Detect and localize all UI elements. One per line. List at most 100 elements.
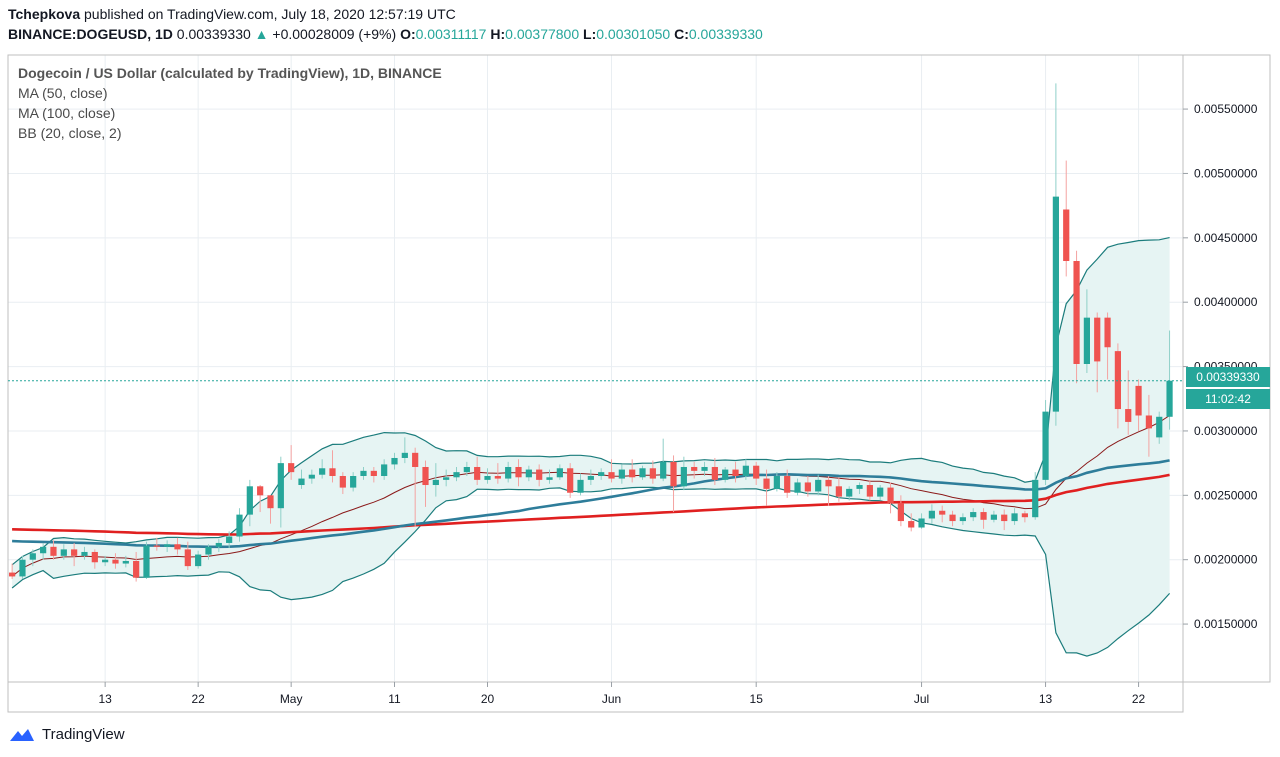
candle-body xyxy=(515,466,522,478)
x-tick-label: Jun xyxy=(602,692,621,706)
candle-body xyxy=(298,478,305,486)
candlesticks xyxy=(9,83,1173,582)
candle-body xyxy=(401,452,408,458)
moving-averages xyxy=(12,459,1170,549)
chart-legend: Dogecoin / US Dollar (calculated by Trad… xyxy=(18,63,442,143)
publish-info: Tchepkova published on TradingView.com, … xyxy=(8,6,456,22)
candle-body xyxy=(205,546,212,555)
candle-body xyxy=(1032,479,1039,518)
candle-body xyxy=(546,477,553,480)
legend-ma100[interactable]: MA (100, close) xyxy=(18,105,116,121)
candle-body xyxy=(505,466,512,479)
candle-body xyxy=(639,468,646,478)
candle-body xyxy=(60,549,67,556)
candle-body xyxy=(649,468,656,479)
symbol-label: BINANCE:DOGEUSD, 1D xyxy=(8,26,173,42)
tradingview-logo-icon xyxy=(10,728,34,741)
legend-bb[interactable]: BB (20, close, 2) xyxy=(18,125,122,141)
candle-body xyxy=(453,472,460,478)
candle-body xyxy=(174,544,181,550)
candle-body xyxy=(908,521,915,528)
ma100-line xyxy=(12,473,1170,536)
candle-body xyxy=(329,468,336,477)
close-label: C: xyxy=(674,26,689,42)
price-axis-frame xyxy=(1182,54,1271,683)
candle-body xyxy=(1083,317,1090,364)
candle-body xyxy=(412,452,419,467)
footer-brand[interactable]: TradingView xyxy=(8,726,125,743)
candle-body xyxy=(112,559,119,564)
x-tick-label: 22 xyxy=(191,692,205,706)
up-arrow-icon: ▲ xyxy=(254,26,269,42)
chart-grid xyxy=(8,55,1183,682)
y-tick-label: 0.00300000 xyxy=(1194,424,1258,438)
candle-body xyxy=(277,463,284,509)
candle-body xyxy=(226,536,233,543)
candle-body xyxy=(670,461,677,487)
candle-body xyxy=(339,476,346,488)
candle-body xyxy=(463,466,470,473)
candle-body xyxy=(422,466,429,486)
candle-body xyxy=(1021,513,1028,518)
candle-body xyxy=(1104,317,1111,348)
candle-body xyxy=(949,514,956,522)
candle-body xyxy=(918,518,925,528)
candle-body xyxy=(722,469,729,480)
high-label: H: xyxy=(490,26,506,42)
candle-body xyxy=(1052,196,1059,412)
bb-upper-line xyxy=(11,237,1170,566)
candle-body xyxy=(1073,260,1080,364)
candle-body xyxy=(980,512,987,520)
candle-body xyxy=(525,469,532,478)
candle-body xyxy=(897,503,904,522)
candle-body xyxy=(1042,411,1049,480)
candle-body xyxy=(288,463,295,473)
candle-body xyxy=(308,474,315,479)
candle-body xyxy=(794,482,801,493)
candle-body xyxy=(350,476,357,488)
candle-body xyxy=(660,461,667,479)
y-tick-label: 0.00150000 xyxy=(1194,617,1258,631)
candle-body xyxy=(195,554,202,567)
y-tick-label: 0.00200000 xyxy=(1194,553,1258,567)
candle-body xyxy=(691,466,698,471)
chart-axes: 0.00550000 0.00500000 0.00450000 0.00400000… xyxy=(7,54,1271,713)
candle-body xyxy=(102,559,109,563)
y-tick-label: 0.00500000 xyxy=(1194,166,1258,180)
candle-body xyxy=(1125,409,1132,422)
x-tick-label: 13 xyxy=(1039,692,1053,706)
candle-body xyxy=(1011,513,1018,522)
quote-line: BINANCE:DOGEUSD, 1D 0.00339330 ▲ +0.0002… xyxy=(8,26,763,42)
candle-body xyxy=(856,485,863,489)
candle-body xyxy=(257,486,264,496)
close-value: 0.00339330 xyxy=(688,26,763,42)
candle-body xyxy=(742,465,749,477)
candle-body xyxy=(959,517,966,522)
candle-body xyxy=(29,553,36,560)
candle-body xyxy=(40,546,47,554)
candle-body xyxy=(939,510,946,515)
y-tick-label: 0.00550000 xyxy=(1194,102,1258,116)
candle-body xyxy=(164,544,171,547)
candle-body xyxy=(1145,415,1152,429)
candle-body xyxy=(246,486,253,515)
candle-body xyxy=(970,512,977,518)
candle-body xyxy=(711,466,718,480)
published-text: published on TradingView.com, July 18, 2… xyxy=(84,6,456,22)
author-name[interactable]: Tchepkova xyxy=(8,6,81,22)
x-tick-label: 13 xyxy=(98,692,112,706)
legend-ma50[interactable]: MA (50, close) xyxy=(18,85,108,101)
y-tick-label: 0.00400000 xyxy=(1194,295,1258,309)
candle-body xyxy=(474,466,481,480)
last-price: 0.00339330 xyxy=(176,26,251,42)
ma50-line xyxy=(12,459,1170,549)
candle-body xyxy=(928,510,935,519)
candle-body xyxy=(143,545,150,578)
candle-body xyxy=(50,546,57,556)
candle-body xyxy=(267,495,274,509)
last-price-tag: 0.00339330 xyxy=(1186,367,1270,387)
candle-body xyxy=(1063,209,1070,261)
candle-body xyxy=(753,465,760,479)
x-tick-label: Jul xyxy=(914,692,929,706)
